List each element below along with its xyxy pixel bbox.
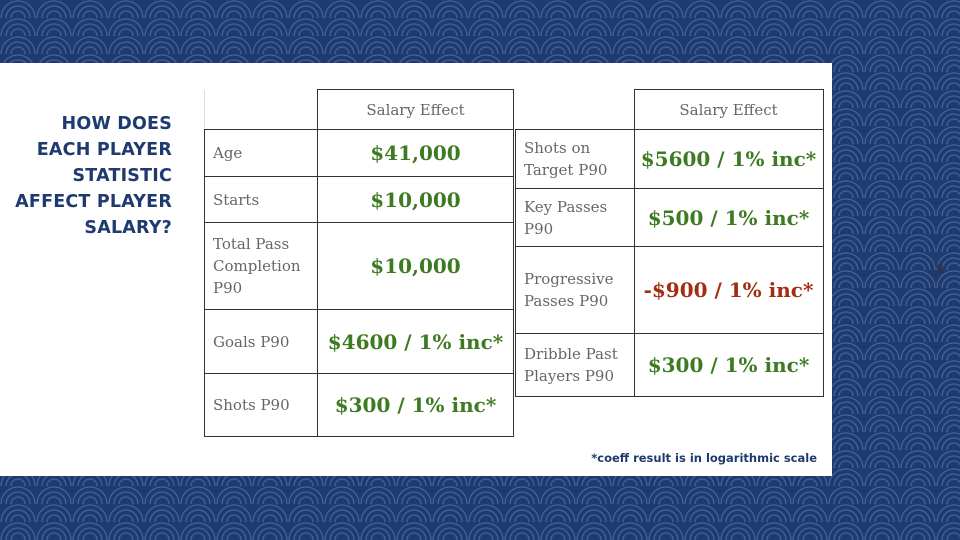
- stat-effect: -$900 / 1% inc*: [633, 246, 824, 334]
- stat-label: Shots P90: [204, 373, 318, 437]
- stat-effect: $4600 / 1% inc*: [317, 309, 514, 374]
- stat-effect: $300 / 1% inc*: [317, 373, 514, 437]
- stat-label: Age: [204, 129, 318, 177]
- stat-label: Total Pass Completion P90: [204, 222, 318, 310]
- table-corner: [204, 89, 318, 130]
- stat-effect: $500 / 1% inc*: [633, 188, 824, 247]
- slide-title: HOW DOES EACH PLAYER STATISTIC AFFECT PL…: [15, 114, 172, 238]
- stat-effect: $41,000: [317, 129, 514, 177]
- stat-label: Goals P90: [204, 309, 318, 374]
- stat-label: Dribble Past Players P90: [515, 333, 635, 397]
- stat-effect: $10,000: [317, 176, 514, 223]
- salary-effect-table-left: Salary Effect Age $41,000 Starts $10,000…: [204, 89, 514, 437]
- table-row: Goals P90 $4600 / 1% inc*: [204, 309, 514, 374]
- stat-label: Shots on Target P90: [515, 129, 635, 189]
- table-row: Progressive Passes P90 -$900 / 1% inc*: [515, 246, 824, 334]
- salary-effect-table-right: Salary Effect Shots on Target P90 $5600 …: [515, 89, 824, 397]
- column-header-salary-effect: Salary Effect: [317, 89, 514, 130]
- table-row: Total Pass Completion P90 $10,000: [204, 222, 514, 310]
- stat-effect: $300 / 1% inc*: [633, 333, 824, 397]
- table-row: Age $41,000: [204, 129, 514, 177]
- stat-label: Starts: [204, 176, 318, 223]
- table-row: Key Passes P90 $500 / 1% inc*: [515, 188, 824, 247]
- stat-effect: $10,000: [317, 222, 514, 310]
- page-number: 9: [936, 262, 944, 276]
- table-corner: [515, 89, 635, 130]
- table-row: Shots P90 $300 / 1% inc*: [204, 373, 514, 437]
- column-header-salary-effect: Salary Effect: [633, 89, 824, 130]
- table-row: Shots on Target P90 $5600 / 1% inc*: [515, 129, 824, 189]
- stat-effect: $5600 / 1% inc*: [633, 129, 824, 189]
- table-row: Starts $10,000: [204, 176, 514, 223]
- stat-label: Key Passes P90: [515, 188, 635, 247]
- footnote: *coeff result is in logarithmic scale: [591, 451, 817, 465]
- slide-panel: HOW DOES EACH PLAYER STATISTIC AFFECT PL…: [0, 63, 832, 476]
- stat-label: Progressive Passes P90: [515, 246, 635, 334]
- table-row: Dribble Past Players P90 $300 / 1% inc*: [515, 333, 824, 397]
